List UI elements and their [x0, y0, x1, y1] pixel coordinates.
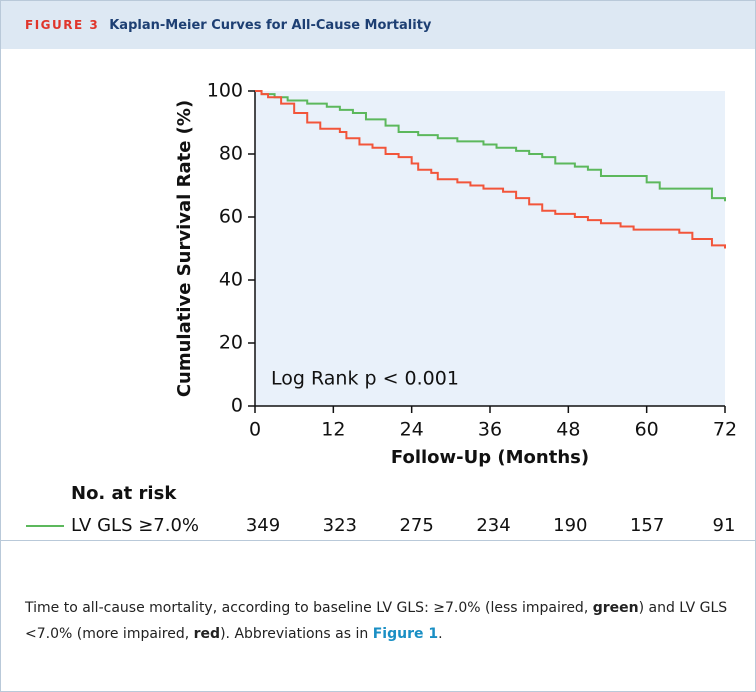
caption-text: Time to all-cause mortality, according t…: [25, 600, 593, 616]
y-tick-label: 100: [207, 80, 243, 102]
y-tick-label: 60: [219, 206, 243, 228]
y-tick-label: 40: [219, 269, 243, 291]
risk-count: 164: [553, 546, 587, 549]
risk-count: 199: [476, 546, 510, 549]
x-tick-label: 12: [321, 419, 345, 441]
risk-count: 275: [399, 515, 433, 536]
caption-text: .: [438, 626, 443, 642]
risk-table-title: No. at risk: [71, 483, 177, 504]
risk-count: 261: [323, 546, 357, 549]
x-axis-label: Follow-Up (Months): [391, 447, 589, 468]
annotation: Log Rank p < 0.001: [271, 368, 459, 390]
risk-count: 190: [553, 515, 587, 536]
x-tick-label: 72: [713, 419, 737, 441]
legend-label: LV GLS ≥7.0%: [71, 515, 199, 536]
caption-text: ) and LV GLS <7.0% (more impaired,: [25, 600, 728, 642]
y-axis-label: Cumulative Survival Rate (%): [174, 100, 195, 397]
risk-count: 301: [246, 546, 280, 549]
x-tick-label: 0: [249, 419, 261, 441]
survival-curve: [255, 90, 726, 202]
y-tick-label: 80: [219, 143, 243, 165]
figure-link[interactable]: Figure 1: [372, 626, 439, 642]
x-tick-label: 24: [400, 419, 424, 441]
caption-text: green: [592, 600, 639, 616]
x-tick-label: 60: [635, 419, 659, 441]
figure-title: Kaplan-Meier Curves for All-Cause Mortal…: [109, 17, 432, 33]
x-tick-label: 48: [556, 419, 580, 441]
plot-background: [255, 91, 725, 406]
risk-count: 323: [323, 515, 357, 536]
risk-count: 349: [246, 515, 280, 536]
legend-label: LV GLS <7.0%: [71, 546, 199, 549]
figure-label: Figure 3: [25, 18, 100, 32]
risk-count: 234: [476, 515, 510, 536]
caption-text: ). Abbreviations as in: [220, 626, 373, 642]
y-tick-label: 0: [231, 395, 243, 417]
caption-text: red: [193, 626, 221, 642]
risk-count: 91: [713, 515, 736, 536]
risk-count: 143: [630, 546, 664, 549]
risk-count: 157: [630, 515, 664, 536]
divider: [1, 540, 755, 541]
chart: 0 20 40 60 80 100 0 12 24 36 48 60 72 Follow-Up (Mont…: [26, 80, 737, 549]
risk-count: 233: [399, 546, 433, 549]
y-tick-label: 20: [219, 332, 243, 354]
survival-curve: [255, 90, 726, 249]
x-tick-label: 36: [478, 419, 502, 441]
figure-header: Figure 3 Kaplan-Meier Curves for All-Cau…: [1, 1, 755, 49]
risk-count: 83: [713, 546, 736, 549]
caption: Time to all-cause mortality, according t…: [25, 595, 735, 647]
